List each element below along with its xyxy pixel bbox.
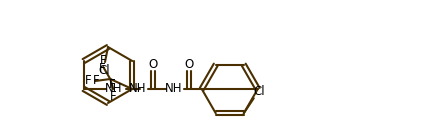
Text: F: F	[100, 53, 107, 67]
Text: O: O	[148, 58, 157, 70]
Text: F: F	[110, 89, 116, 103]
Text: F: F	[109, 78, 116, 90]
Text: F: F	[93, 75, 99, 87]
Text: NH: NH	[105, 83, 122, 95]
Text: Cl: Cl	[253, 85, 265, 98]
Text: Cl: Cl	[98, 64, 110, 76]
Text: O: O	[184, 58, 193, 70]
Text: F: F	[99, 63, 105, 75]
Text: NH: NH	[129, 83, 147, 95]
Text: F: F	[85, 75, 91, 87]
Text: NH: NH	[165, 83, 182, 95]
